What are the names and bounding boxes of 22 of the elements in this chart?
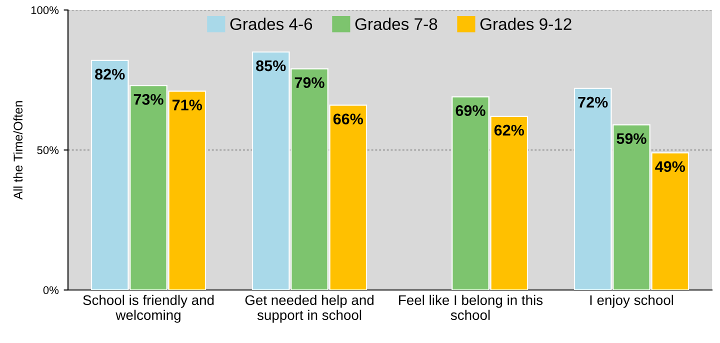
legend-label: Grades 7-8 xyxy=(355,18,438,30)
legend-label: Grades 4-6 xyxy=(230,18,312,30)
data-label: 73% xyxy=(134,94,164,105)
legend-label: Grades 9-12 xyxy=(480,18,572,30)
data-label: 49% xyxy=(655,161,686,172)
y-axis-title: All the Time/Often xyxy=(13,101,23,200)
data-label: 82% xyxy=(95,68,125,80)
x-tick-label: Feel like I belong in this school xyxy=(399,294,543,320)
data-label: 72% xyxy=(578,96,608,108)
data-label: 71% xyxy=(172,100,202,110)
data-label: 59% xyxy=(616,133,646,144)
x-tick-label: I enjoy school xyxy=(590,294,674,308)
data-label: 69% xyxy=(456,105,486,116)
data-label: 62% xyxy=(494,124,524,136)
x-tick-label: School is friendly and welcoming xyxy=(83,294,214,323)
y-tick-label: 0% xyxy=(43,286,59,294)
y-tick-label: 50% xyxy=(37,146,59,154)
data-label: 79% xyxy=(294,77,324,88)
x-tick-label: Get needed help and support in school xyxy=(245,294,374,323)
y-tick-label: 100% xyxy=(31,6,59,14)
data-label: 85% xyxy=(256,60,286,72)
data-label: 66% xyxy=(333,114,364,124)
